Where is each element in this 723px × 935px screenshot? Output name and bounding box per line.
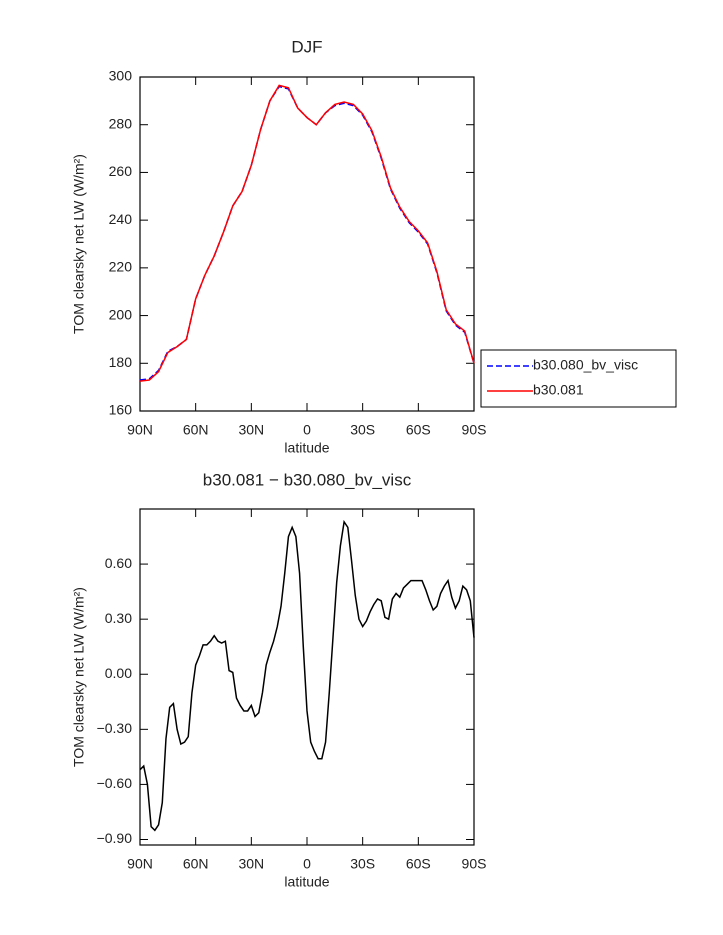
legend-label: b30.080_bv_visc [533,357,638,373]
x-tick-label: 0 [303,856,311,872]
data-line [139,519,475,832]
y-tick-label: 300 [109,68,133,84]
y-tick-label: 200 [109,306,133,322]
y-tick-label: 260 [109,163,133,179]
y-tick-label: 240 [109,211,133,227]
data-line [139,85,475,381]
x-tick-label: 60S [406,422,431,438]
x-tick-label: 30S [350,856,375,872]
x-tick-label: 90N [127,856,153,872]
x-tick-label: 90N [127,422,153,438]
x-axis-label: latitude [284,440,329,456]
x-tick-label: 30N [238,422,264,438]
data-line [139,84,475,382]
x-tick-label: 0 [303,422,311,438]
y-tick-label: 0.60 [105,555,132,571]
y-tick-label: −0.90 [97,830,133,846]
x-tick-label: 90S [462,422,487,438]
x-tick-label: 90S [462,856,487,872]
x-tick-label: 30N [238,856,264,872]
y-tick-label: 0.30 [105,610,132,626]
chart-title: b30.081 − b30.080_bv_visc [203,470,412,489]
plot-frame [139,76,475,412]
x-axis-label: latitude [284,874,329,890]
legend-label: b30.081 [533,382,584,398]
y-tick-label: 160 [109,402,133,418]
y-tick-label: −0.60 [97,775,133,791]
y-tick-label: −0.30 [97,720,133,736]
plot-frame [139,508,475,846]
y-axis-label: TOM clearsky net LW (W/m²) [71,154,87,334]
x-tick-label: 60S [406,856,431,872]
y-tick-label: 0.00 [105,665,132,681]
legend-box [480,349,677,408]
y-tick-label: 220 [109,259,133,275]
y-axis-label: TOM clearsky net LW (W/m²) [71,587,87,767]
x-tick-label: 60N [183,856,209,872]
x-tick-label: 60N [183,422,209,438]
y-tick-label: 280 [109,115,133,131]
x-tick-label: 30S [350,422,375,438]
chart-title: DJF [291,37,322,56]
y-tick-label: 180 [109,354,133,370]
